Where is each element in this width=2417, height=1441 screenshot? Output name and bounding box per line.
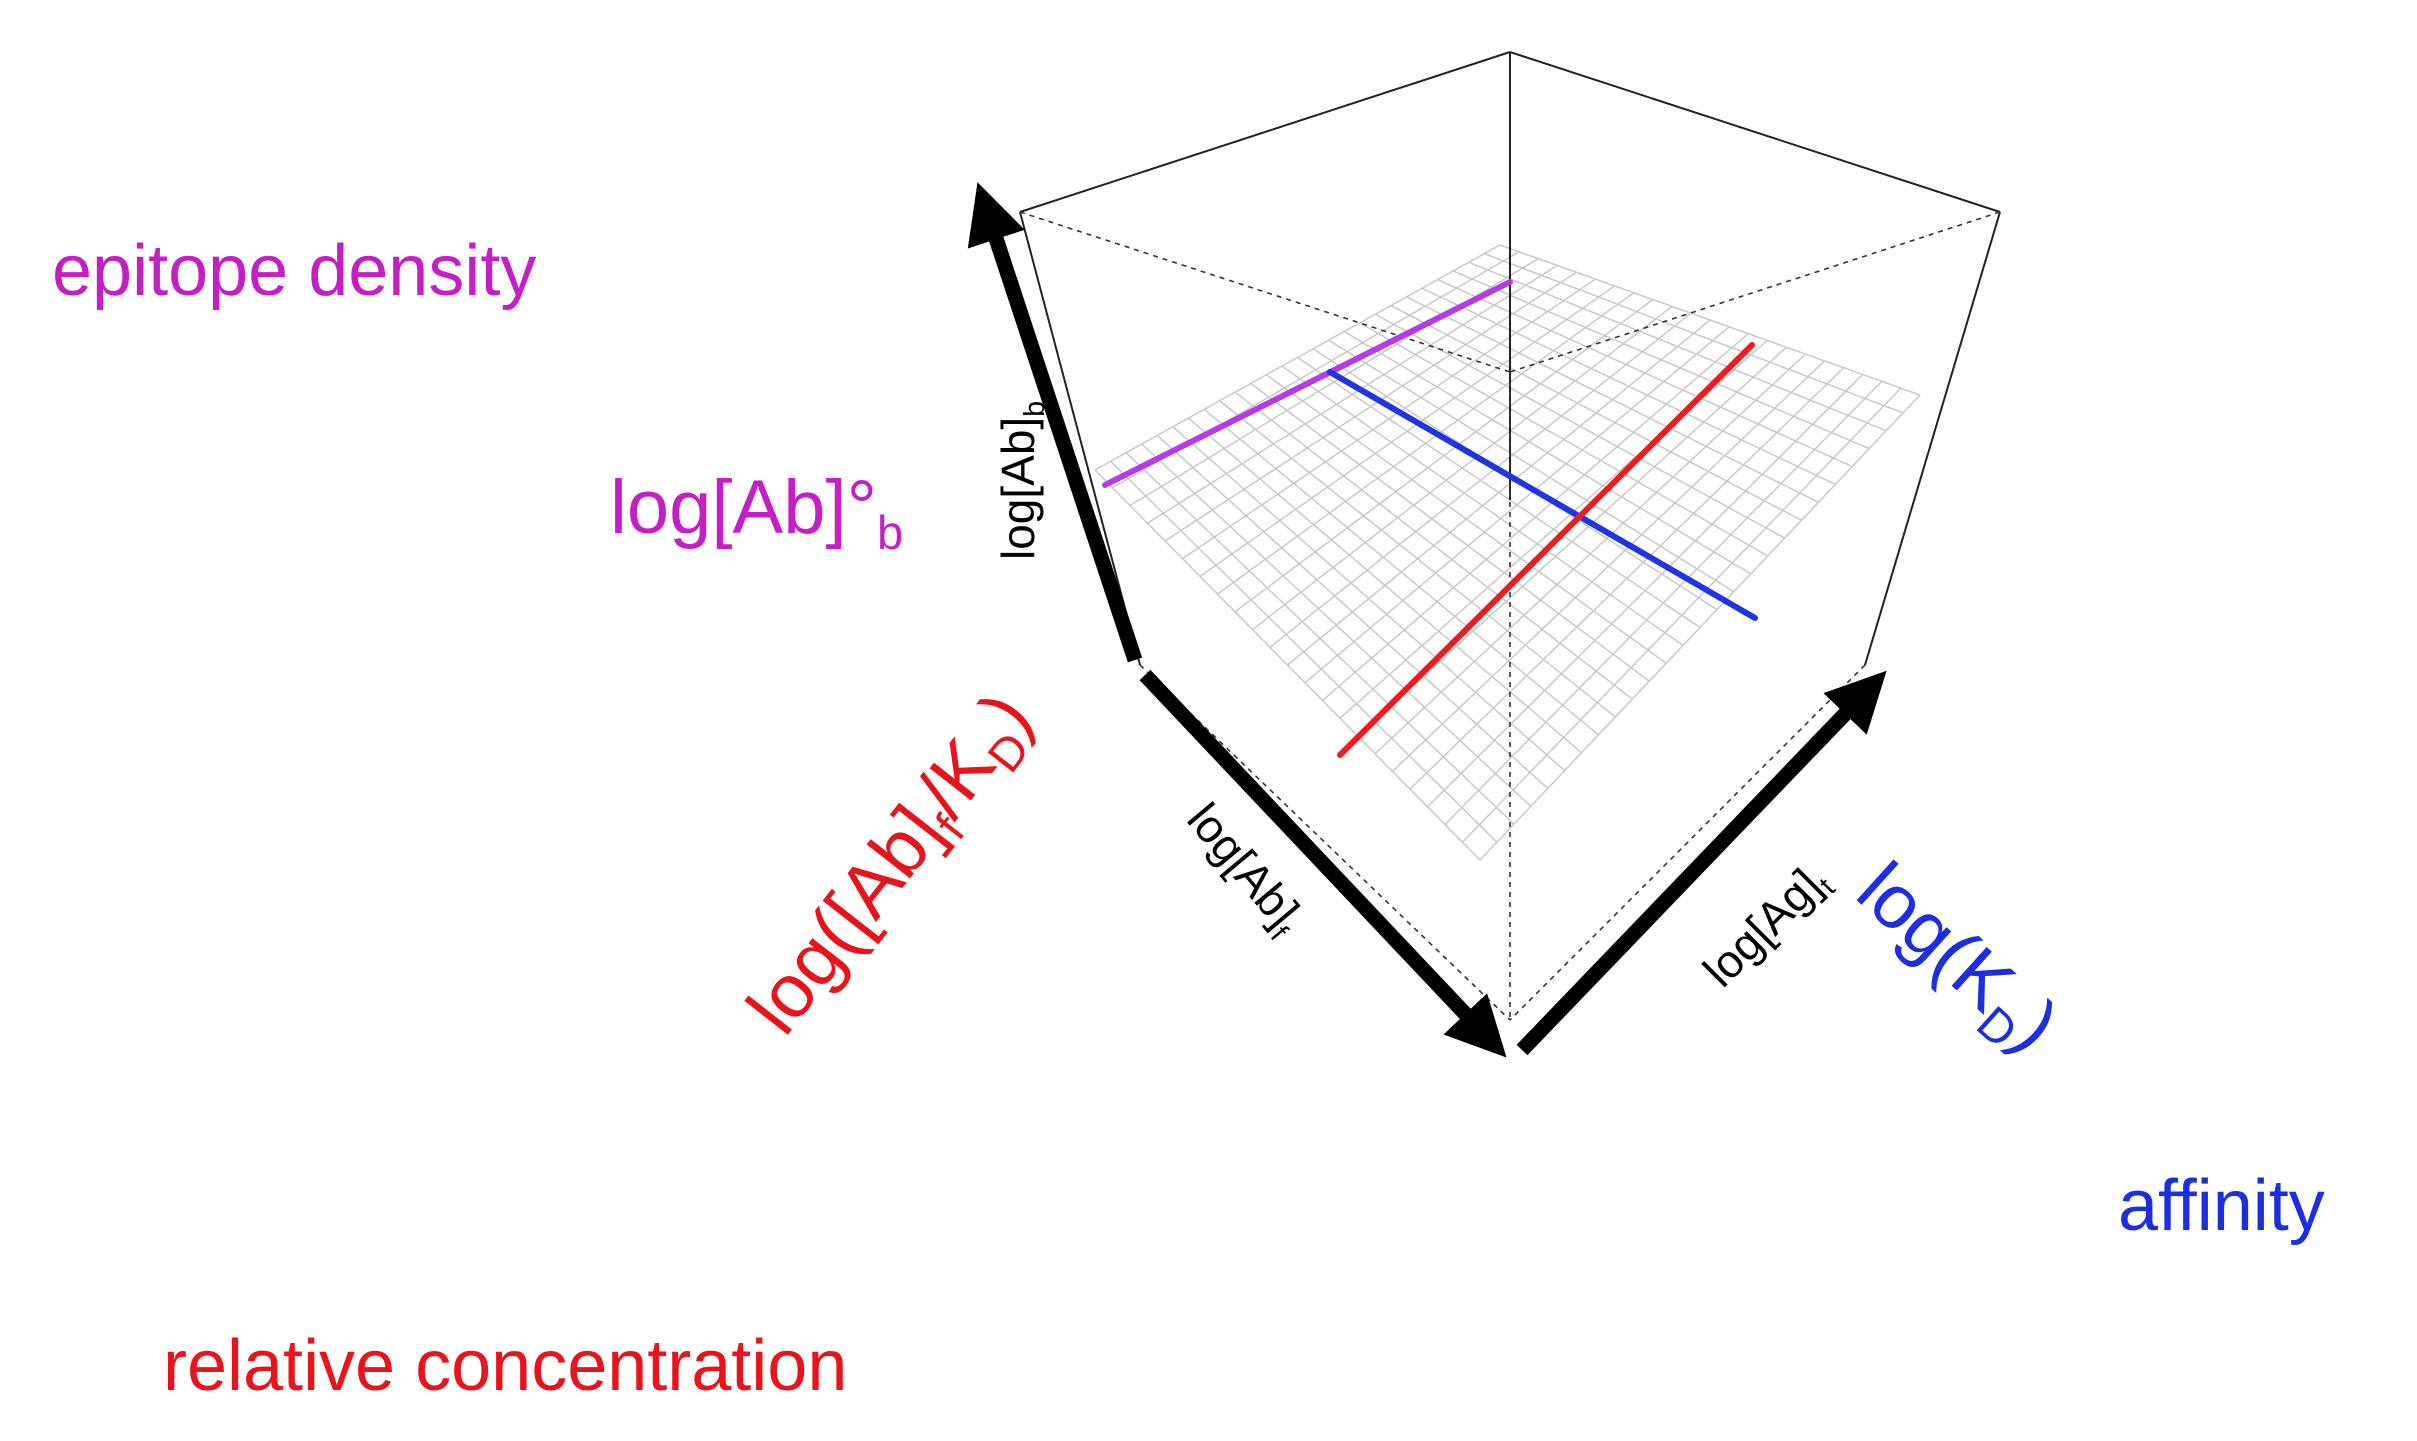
bounding-box [1019,51,2001,666]
mesh-line [1484,252,1904,414]
mesh-line [1125,452,1515,825]
mesh-line [1343,330,1752,575]
mesh-line [1421,287,1836,486]
bounding-box-hidden-edges [1019,211,2001,1021]
z-axis-arrow [967,182,1143,663]
mesh-line [1172,426,1566,772]
mesh-line [1250,382,1650,682]
mesh-line [1187,417,1583,754]
mesh-line [1265,374,1667,664]
surface-mesh [1094,244,1921,861]
x-axis-arrow [1139,669,1507,1058]
mesh-line [1110,460,1498,843]
mesh-line [1390,304,1802,521]
mesh-line [1406,296,1819,503]
relative-concentration-label: relative concentration [163,1326,848,1406]
log-ab-b0-label: log[Ab]°b [610,465,904,560]
y-axis-arrow [1516,670,1887,1056]
epitope-density-label: epitope density [52,231,537,311]
mesh-line [1359,322,1769,557]
mesh-line [1203,408,1599,736]
mesh-line [1281,365,1684,647]
purple-line [1102,279,1513,488]
mesh-line [1499,244,1921,396]
mesh-line [1468,261,1887,432]
affinity-label: affinity [2118,1166,2325,1246]
mesh-line [1234,391,1633,700]
mesh-line [1156,434,1549,790]
z-axis-label: log[Ab]b [992,400,1052,560]
mesh-line [1297,356,1701,629]
blue-line [1327,369,1758,621]
mesh-line [1141,443,1532,807]
mesh-line [1437,278,1853,468]
mesh-line [1219,400,1616,718]
mesh-line [1094,469,1481,861]
mesh-line [1452,270,1870,450]
mesh-line [1375,313,1785,539]
mesh-line [1328,339,1735,593]
red-line [1337,342,1755,758]
